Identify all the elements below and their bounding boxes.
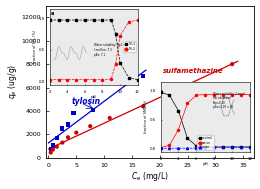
Text: sulfamethazine: sulfamethazine <box>162 68 223 74</box>
Point <box>60 127 64 130</box>
Point <box>55 136 59 139</box>
Point <box>74 131 79 134</box>
Point <box>230 63 234 66</box>
Point <box>51 144 55 147</box>
Point <box>91 108 95 111</box>
Point <box>108 116 112 119</box>
X-axis label: $C_e$ (mg/L): $C_e$ (mg/L) <box>131 170 169 184</box>
Point <box>72 112 76 115</box>
Point <box>88 125 92 128</box>
Point <box>66 123 70 126</box>
Point <box>49 147 53 150</box>
Point <box>49 151 53 154</box>
Point <box>66 136 70 139</box>
Point <box>141 105 145 108</box>
Point <box>141 74 145 77</box>
Point <box>60 141 64 144</box>
Point <box>169 93 173 96</box>
Y-axis label: $q_e$ (ug/g): $q_e$ (ug/g) <box>5 64 18 99</box>
Point <box>51 148 55 151</box>
Point <box>55 145 59 148</box>
Text: tylosin: tylosin <box>72 97 101 106</box>
